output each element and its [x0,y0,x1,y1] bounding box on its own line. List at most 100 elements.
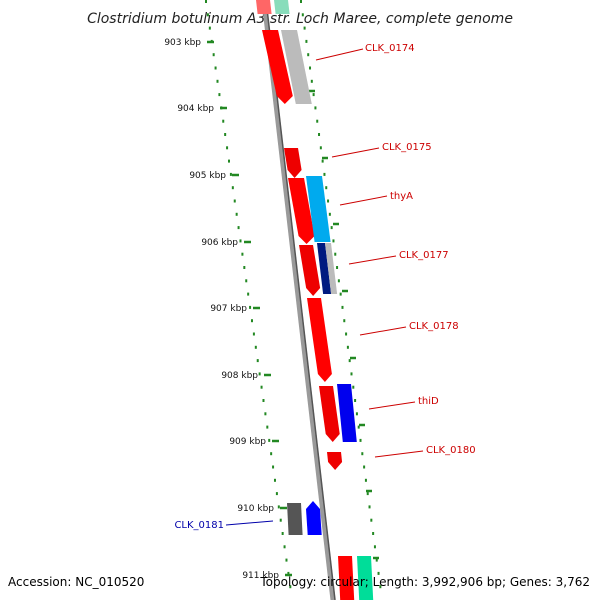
ruler-dot-right [354,399,357,402]
ruler-dot-right [339,292,342,296]
ruler-dot-left [247,292,250,296]
gene-feature[interactable] [325,243,338,294]
gene-label[interactable]: thiD [418,396,439,407]
ruler-dot-left [285,558,288,562]
gene-feature-clk-0174[interactable] [262,30,293,104]
ruler-dot-left [210,39,213,43]
gene-label-leader [331,147,380,158]
ruler-dot-left [241,252,244,256]
ruler-dot-right [310,79,313,83]
ruler-dot-right [364,478,367,482]
ruler-dot-left [239,239,242,243]
gene-feature-clk-0181[interactable] [306,501,322,535]
ruler-dot-left [256,359,259,363]
gene-feature-thid[interactable] [319,386,340,442]
gene-feature-clk-0177[interactable] [299,245,321,296]
ruler-dot-right [325,186,328,190]
ruler-dot-left [270,452,273,456]
gene-feature-thya[interactable] [288,178,315,244]
gene-feature[interactable] [317,243,332,294]
ruler-dot-left [277,505,280,509]
ruler-tick-label: 905 kbp [189,171,226,181]
ruler-dot-right [332,239,335,243]
gene-label[interactable]: CLK_0177 [399,250,449,261]
ruler-dot-right [301,13,304,17]
gene-feature[interactable] [256,0,272,14]
ruler-dot-right [309,66,312,70]
ruler-dot-right [350,372,353,376]
ruler-dot-left [249,305,252,309]
gene-feature[interactable] [306,176,331,242]
ruler-dot-right [370,518,373,522]
ruler-dot-right [319,146,322,150]
ruler-tick-label: 909 kbp [229,437,266,447]
ruler-dot-left [227,159,230,163]
ruler-dot-left [287,571,290,575]
ruler-dot-left [231,186,234,190]
ruler-dot-left [268,438,271,442]
gene-feature[interactable] [287,503,303,535]
gene-label[interactable]: CLK_0174 [365,43,415,54]
ruler-dot-right [323,172,326,176]
gene-label[interactable]: CLK_0178 [409,321,459,332]
ruler-dot-right [341,305,344,309]
gene-feature-clk-0175[interactable] [284,148,302,178]
ruler-dot-right [303,26,306,30]
ruler-dot-left [220,106,223,110]
ruler-dot-right [368,505,371,509]
gene-label-leader [339,195,388,206]
ruler-dots [205,0,382,589]
ruler-dot-right [330,226,333,230]
gene-label-leader [348,255,397,265]
ruler-tick-label: 911 kbp [242,571,279,581]
ruler-tick-label: 910 kbp [237,504,274,514]
ruler-dot-right [355,412,358,416]
ruler-dot-right [305,39,308,43]
ruler-dot-left [212,53,215,57]
ruler-dot-right [366,492,369,496]
ruler-dot-left [222,119,225,123]
ruler-dot-left [235,212,238,216]
gene-label-leader [315,48,364,61]
ruler-dot-right [361,452,364,456]
ruler-dot-right [359,438,362,442]
gene-label[interactable]: CLK_0181 [174,520,224,531]
ruler-ticks: 903 kbp 904 kbp 905 kbp 906 kbp 907 kbp 908 k… [164,38,292,581]
ruler-dot-left [279,518,282,522]
gene-label[interactable]: CLK_0180 [426,445,476,456]
ruler-dot-left [216,79,219,83]
genome-backbone-shadow [265,0,336,600]
ruler-dot-right [300,0,302,3]
gene-label-leader [359,326,407,336]
gene-feature[interactable] [338,556,355,600]
gene-label-leader [225,520,274,526]
ruler-dot-left [245,279,248,283]
ruler-dot-left [250,319,253,323]
gene-feature[interactable] [357,556,374,600]
ruler-dot-left [275,492,278,496]
gene-feature-clk-0178[interactable] [307,298,332,382]
ruler-dot-left [289,585,292,589]
ruler-dot-left [233,199,236,203]
genome-backbone [261,0,336,600]
ruler-dot-right [328,212,331,216]
ruler-dot-right [314,106,317,110]
gene-label[interactable]: CLK_0175 [382,142,432,153]
ruler-dot-right [363,465,366,469]
gene-feature[interactable] [274,0,290,14]
ruler-dot-right [372,532,375,535]
ruler-dot-right [348,359,351,363]
ruler-dot-right [307,53,310,57]
gene-label-leader [374,450,424,458]
ruler-dot-left [262,399,265,402]
ruler-dot-left [208,26,211,30]
gene-labels[interactable]: CLK_0174 CLK_0175 thyA CLK_0177 CLK_0178 thiD… [174,43,475,531]
gene-label[interactable]: thyA [390,191,413,202]
gene-features[interactable] [256,0,374,600]
gene-feature-clk-0180[interactable] [327,452,343,470]
gene-feature[interactable] [337,384,357,442]
ruler-dot-right [345,332,348,336]
ruler-dot-right [316,119,319,123]
gene-feature[interactable] [281,30,312,104]
